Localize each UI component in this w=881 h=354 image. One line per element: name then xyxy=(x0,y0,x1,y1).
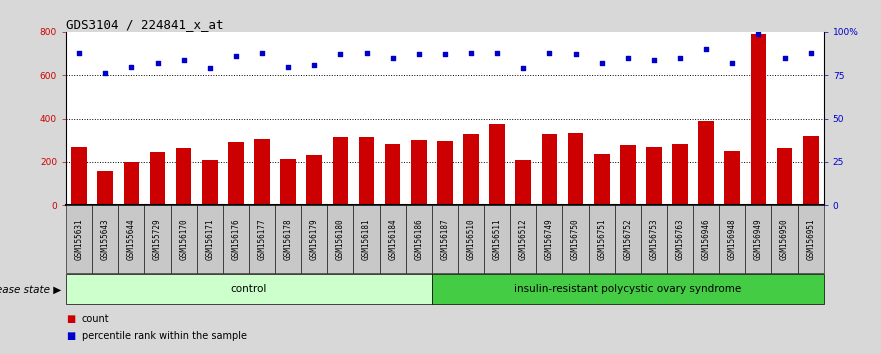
Bar xyxy=(411,140,426,205)
Point xyxy=(229,53,243,59)
Point xyxy=(595,60,609,66)
Text: GSM156750: GSM156750 xyxy=(571,218,580,260)
Point xyxy=(359,50,374,56)
Text: GSM156512: GSM156512 xyxy=(519,218,528,260)
Text: GSM156181: GSM156181 xyxy=(362,218,371,260)
Bar xyxy=(646,147,662,205)
Bar xyxy=(672,143,688,205)
Text: GSM156180: GSM156180 xyxy=(336,218,344,260)
Bar xyxy=(176,148,191,205)
Bar xyxy=(280,159,296,205)
Text: GSM156187: GSM156187 xyxy=(440,218,449,260)
Bar xyxy=(307,155,322,205)
Bar xyxy=(359,137,374,205)
Text: disease state ▶: disease state ▶ xyxy=(0,284,62,295)
Text: GSM155643: GSM155643 xyxy=(100,218,110,260)
Bar xyxy=(332,137,348,205)
Bar xyxy=(620,144,635,205)
Bar xyxy=(123,162,139,205)
Bar xyxy=(255,139,270,205)
Point xyxy=(307,62,322,68)
Point xyxy=(778,55,792,61)
Text: GSM156751: GSM156751 xyxy=(597,218,606,260)
Point xyxy=(255,50,269,56)
Point xyxy=(568,52,582,57)
Bar xyxy=(542,134,558,205)
Point xyxy=(98,71,112,76)
Text: GSM156752: GSM156752 xyxy=(623,218,633,260)
Point xyxy=(751,31,766,36)
Text: GSM156178: GSM156178 xyxy=(284,218,292,260)
Point xyxy=(176,57,190,62)
Bar xyxy=(594,154,610,205)
Text: GSM155631: GSM155631 xyxy=(75,218,84,260)
Bar xyxy=(699,121,714,205)
Bar xyxy=(385,143,401,205)
Point xyxy=(621,55,635,61)
Bar xyxy=(202,160,218,205)
Point xyxy=(203,65,217,71)
Point xyxy=(516,65,530,71)
Bar xyxy=(150,152,166,205)
Text: GSM156511: GSM156511 xyxy=(492,218,501,260)
Text: GSM156170: GSM156170 xyxy=(179,218,189,260)
Text: GSM156179: GSM156179 xyxy=(310,218,319,260)
Text: GSM156171: GSM156171 xyxy=(205,218,214,260)
Text: GSM156950: GSM156950 xyxy=(780,218,789,260)
Text: ■: ■ xyxy=(66,331,75,341)
Point xyxy=(464,50,478,56)
Text: GSM156951: GSM156951 xyxy=(806,218,815,260)
Bar xyxy=(71,147,87,205)
Point xyxy=(386,55,400,61)
Point xyxy=(700,46,714,52)
Bar xyxy=(751,34,766,205)
Point xyxy=(333,52,347,57)
Text: GSM156946: GSM156946 xyxy=(701,218,711,260)
Text: insulin-resistant polycystic ovary syndrome: insulin-resistant polycystic ovary syndr… xyxy=(515,284,742,295)
Text: GSM155644: GSM155644 xyxy=(127,218,136,260)
Bar xyxy=(777,148,792,205)
Point xyxy=(543,50,557,56)
Text: GSM156949: GSM156949 xyxy=(754,218,763,260)
Text: GSM156177: GSM156177 xyxy=(257,218,267,260)
Bar xyxy=(228,142,244,205)
Text: GSM156186: GSM156186 xyxy=(414,218,423,260)
Point xyxy=(281,64,295,69)
Bar xyxy=(489,124,505,205)
Text: ■: ■ xyxy=(66,314,75,324)
Bar xyxy=(724,151,740,205)
Bar xyxy=(567,133,583,205)
Text: percentile rank within the sample: percentile rank within the sample xyxy=(82,331,247,341)
Text: GSM156948: GSM156948 xyxy=(728,218,737,260)
Text: control: control xyxy=(231,284,267,295)
Bar xyxy=(98,171,113,205)
Point xyxy=(72,50,86,56)
Point xyxy=(124,64,138,69)
Point xyxy=(673,55,687,61)
Point xyxy=(411,52,426,57)
Text: GSM156763: GSM156763 xyxy=(676,218,685,260)
Text: GSM156176: GSM156176 xyxy=(232,218,241,260)
Point xyxy=(490,50,504,56)
Text: GSM156184: GSM156184 xyxy=(389,218,397,260)
Point xyxy=(725,60,739,66)
Point xyxy=(151,60,165,66)
Point xyxy=(438,52,452,57)
Bar xyxy=(463,134,479,205)
Point xyxy=(647,57,661,62)
Point xyxy=(803,50,818,56)
Bar xyxy=(803,136,818,205)
Text: GSM156749: GSM156749 xyxy=(545,218,554,260)
Text: GSM156753: GSM156753 xyxy=(649,218,658,260)
Text: GSM155729: GSM155729 xyxy=(153,218,162,260)
Bar xyxy=(515,160,531,205)
Text: GDS3104 / 224841_x_at: GDS3104 / 224841_x_at xyxy=(66,18,224,31)
Text: count: count xyxy=(82,314,109,324)
Bar xyxy=(437,141,453,205)
Text: GSM156510: GSM156510 xyxy=(467,218,476,260)
